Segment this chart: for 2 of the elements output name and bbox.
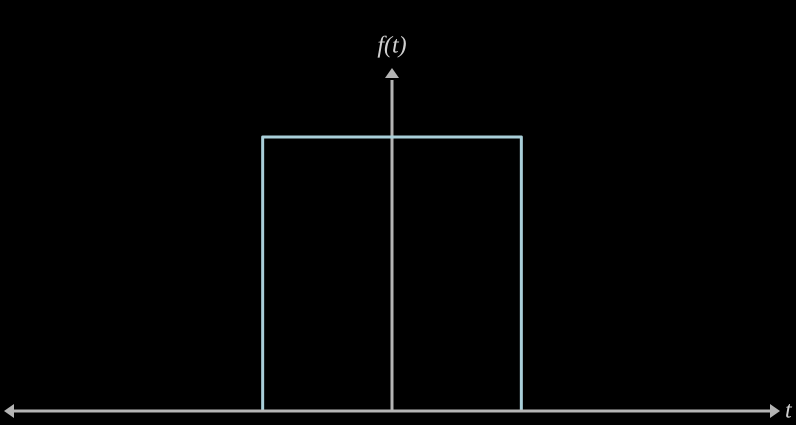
y-axis-title: f(t) [377,32,407,58]
x-axis-title: t [785,397,793,424]
